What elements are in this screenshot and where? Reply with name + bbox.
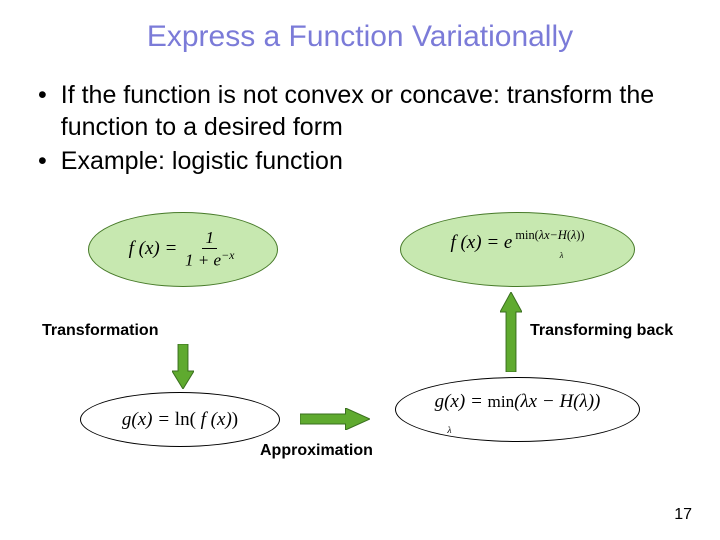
bullet-text: If the function is not convex or concave… [61,79,690,143]
bullet-marker: • [38,145,47,177]
formula-gx-min: g(x) = min(λx − H(λ)) [435,391,601,412]
slide-title: Express a Function Variationally [0,0,720,79]
formula-fx-logistic: f (x) = 11 + e−x [129,229,238,270]
bullet-list: • If the function is not convex or conca… [0,79,720,177]
bullet-text: Example: logistic function [61,145,690,177]
label-transforming-back: Transforming back [530,322,673,340]
formula-gx-min-sub: λ [435,411,601,427]
formula-fx-exp-sub: λ [450,252,584,268]
bullet-item: • If the function is not convex or conca… [38,79,690,143]
bullet-item: • Example: logistic function [38,145,690,177]
label-transformation: Transformation [42,322,158,340]
diagram-area: f (x) = 11 + e−x f (x) = e min(λx−H(λ)) … [0,192,720,482]
ellipse-fx-logistic: f (x) = 11 + e−x [88,212,278,287]
formula-fx-exp: f (x) = e min(λx−H(λ)) [450,232,584,253]
page-number: 17 [674,506,692,524]
ellipse-gx-min: g(x) = min(λx − H(λ)) λ [395,377,640,442]
bullet-marker: • [38,79,47,111]
formula-gx-ln: g(x) = ln( f (x)) [122,409,238,431]
arrow-up [500,292,522,372]
ellipse-gx-ln: g(x) = ln( f (x)) [80,392,280,447]
arrow-down [172,344,194,389]
label-approximation: Approximation [260,442,373,460]
arrow-right [300,408,370,430]
ellipse-fx-exp: f (x) = e min(λx−H(λ)) λ [400,212,635,287]
